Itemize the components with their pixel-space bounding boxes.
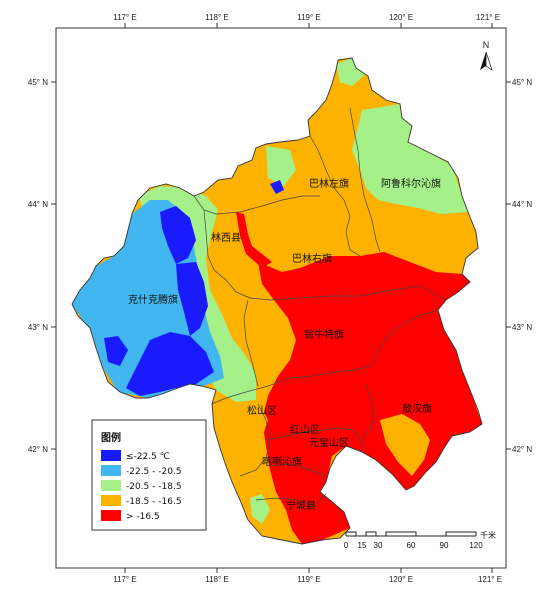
county-label-hongshan: 红山区: [290, 423, 320, 436]
scale-tick-30: 30: [374, 541, 383, 550]
county-label-songshan: 松山区: [247, 404, 277, 417]
county-label-linxi: 林西县: [211, 231, 241, 244]
scale-tick-60: 60: [407, 541, 416, 550]
county-label-balinyou: 巴林右旗: [292, 252, 332, 265]
legend-label-4: -18.5 - -16.5: [126, 497, 182, 507]
zone-class1-d: [104, 336, 128, 366]
north-arrow-label: N: [483, 40, 490, 50]
tick-left-43: 43° N: [28, 323, 48, 332]
zone-class3-south: [250, 494, 270, 524]
scale-unit: 千米: [480, 530, 496, 540]
zone-class5-riverband: [236, 212, 272, 268]
tick-left-44: 44° N: [28, 200, 48, 209]
tick-bottom-121: 121° E: [478, 575, 502, 584]
county-boundaries: [193, 107, 447, 507]
zone-class3-northeast: [352, 104, 468, 214]
north-arrow-icon: [480, 52, 486, 70]
tick-right-45: 45° N: [512, 78, 532, 87]
county-label-alukeerqin: 阿鲁科尔沁旗: [381, 177, 441, 190]
scale-tick-90: 90: [440, 541, 449, 550]
legend-label-1: ≤-22.5 ℃: [126, 452, 170, 462]
zone-class1-c: [126, 332, 214, 396]
tick-bottom-117: 117° E: [113, 575, 137, 584]
tick-top-117: 117° E: [113, 13, 137, 22]
zone-class1-e: [270, 180, 284, 194]
tick-bottom-119: 119° E: [297, 575, 321, 584]
tick-bottom-120: 120° E: [389, 575, 413, 584]
zone-class1-b: [176, 262, 208, 336]
county-label-ningcheng: 宁城县: [286, 499, 316, 512]
legend-label-2: -22.5 - -20.5: [126, 467, 182, 477]
county-label-balinzuo: 巴林左旗: [309, 177, 349, 190]
county-label-yuanbaoshan: 元宝山区: [309, 436, 349, 449]
north-arrow: N: [480, 40, 493, 71]
zone-class5-main: [258, 252, 482, 544]
tick-top-119: 119° E: [297, 13, 321, 22]
tick-right-43: 43° N: [512, 323, 532, 332]
scale-tick-15: 15: [358, 541, 367, 550]
county-label-aohan: 敖汉旗: [402, 402, 432, 415]
tick-bottom-118: 118° E: [205, 575, 229, 584]
tick-top-120: 120° E: [389, 13, 413, 22]
scale-tick-0: 0: [344, 541, 349, 550]
tick-right-42: 42° N: [512, 445, 532, 454]
tick-top-118: 118° E: [205, 13, 229, 22]
tick-right-44: 44° N: [512, 200, 532, 209]
legend-label-5: > -16.5: [126, 512, 160, 522]
county-label-harqin: 喀喇沁旗: [262, 455, 302, 468]
legend-swatch-3: [101, 480, 121, 491]
zone-class3-north-central: [266, 146, 296, 186]
legend-label-3: -20.5 - -18.5: [126, 482, 182, 492]
region-outline: [71, 57, 483, 545]
legend-swatch-1: [101, 450, 121, 461]
zone-class4-south-c: [242, 404, 268, 446]
tick-top-121: 121° E: [476, 13, 500, 22]
legend-title: 图例: [101, 431, 121, 444]
county-label-keshiketeng: 克什克腾旗: [128, 293, 178, 306]
legend-swatch-2: [101, 465, 121, 476]
legend-swatch-5: [101, 510, 121, 521]
zone-class4-central: [246, 296, 288, 372]
scale-bar: 0 15 30 60 90 120 千米: [344, 530, 496, 550]
tick-left-45: 45° N: [28, 78, 48, 87]
zone-class3-north: [336, 58, 366, 86]
frame-ticks: [51, 23, 511, 573]
zone-class4-south-a: [380, 414, 430, 476]
county-label-wengniute: 翁牛特旗: [304, 328, 344, 341]
legend: 图例 ≤-22.5 ℃ -22.5 - -20.5 -20.5 - -18.5 …: [91, 419, 207, 531]
legend-swatch-4: [101, 495, 121, 506]
tick-left-42: 42° N: [28, 445, 48, 454]
zone-class1-a: [160, 206, 196, 264]
scale-tick-120: 120: [469, 541, 483, 550]
